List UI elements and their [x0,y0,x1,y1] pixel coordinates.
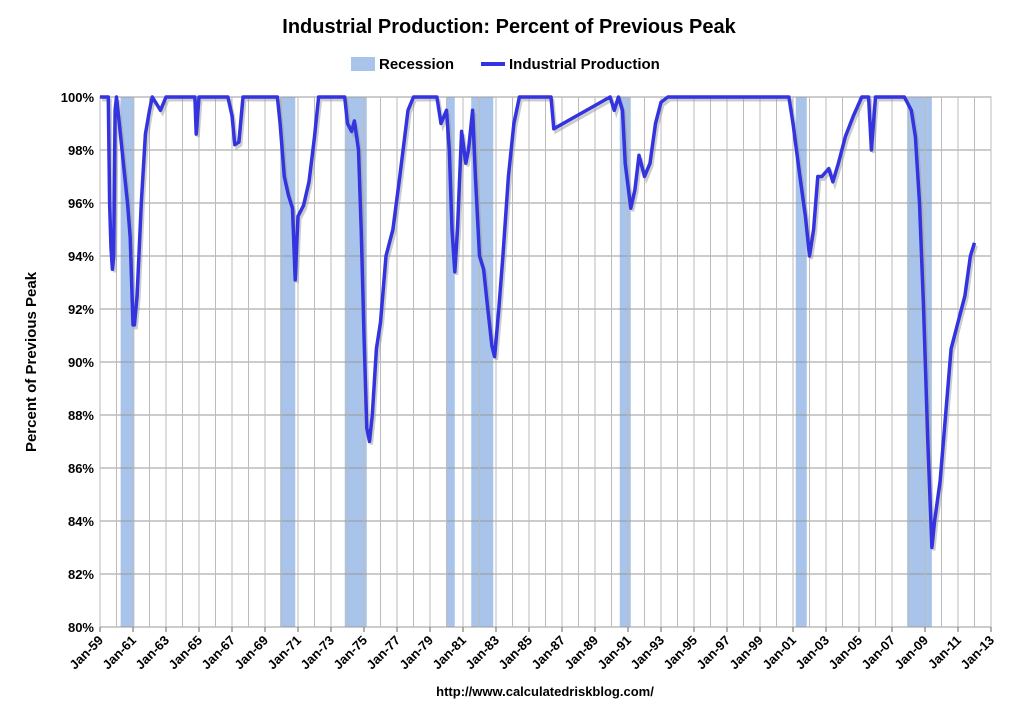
y-tick-label: 86% [68,461,94,476]
line-shadow [102,94,978,551]
y-tick-label: 92% [68,302,94,317]
y-tick-label: 84% [68,514,94,529]
y-tick-label: 98% [68,143,94,158]
legend-label: Industrial Production [509,56,660,73]
source: http://www.calculatedriskblog.com/ [436,684,654,699]
y-tick-label: 96% [68,196,94,211]
y-tick-label: 90% [68,355,94,370]
line [100,95,977,550]
y-tick-label: 94% [68,249,94,264]
legend: Recession Industrial Production [351,56,660,73]
chart-title: Industrial Production: Percent of Previo… [282,16,736,38]
y-tick-label: 88% [68,408,94,423]
y-tick-label: 100% [61,90,95,105]
y-axis-label: Percent of Previous Peak [23,271,40,452]
legend-swatch [351,57,375,71]
y-tick-label: 82% [68,567,94,582]
legend-label: Recession [379,56,454,73]
y-tick-label: 80% [68,620,94,635]
